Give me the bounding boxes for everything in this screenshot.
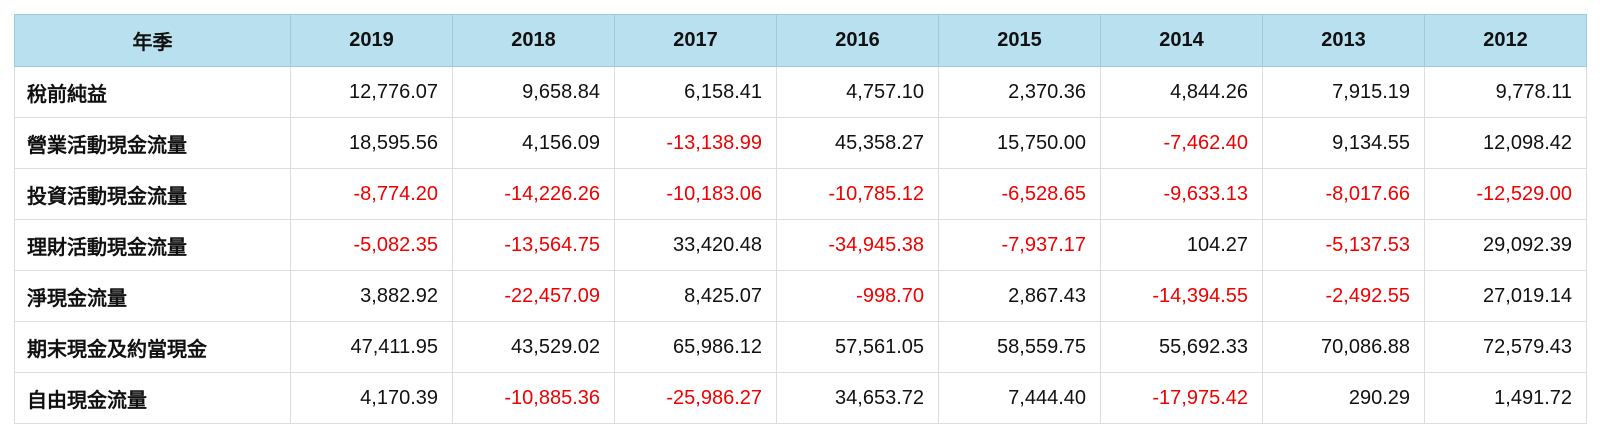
table-cell: 6,158.41 [614,66,777,118]
table-cell: 4,156.09 [452,117,615,169]
table-cell: -2,492.55 [1262,270,1425,322]
table-cell: -5,137.53 [1262,219,1425,271]
table-cell: 1,491.72 [1424,372,1587,424]
table-cell: -8,774.20 [290,168,453,220]
table-cell: -17,975.42 [1100,372,1263,424]
table-cell: 34,653.72 [776,372,939,424]
table-row: 淨現金流量 3,882.92 -22,457.09 8,425.07 -998.… [14,270,1587,322]
table-cell: 55,692.33 [1100,321,1263,373]
table-cell: -14,226.26 [452,168,615,220]
header-cell-year: 2014 [1100,14,1263,67]
table-cell: -5,082.35 [290,219,453,271]
table-cell: 4,170.39 [290,372,453,424]
row-label: 期末現金及約當現金 [14,321,291,373]
table-cell: 33,420.48 [614,219,777,271]
table-cell: 12,776.07 [290,66,453,118]
table-cell: 3,882.92 [290,270,453,322]
table-cell: 7,915.19 [1262,66,1425,118]
table-cell: -13,564.75 [452,219,615,271]
table-cell: 290.29 [1262,372,1425,424]
row-label: 理財活動現金流量 [14,219,291,271]
table-cell: -22,457.09 [452,270,615,322]
table-cell: 58,559.75 [938,321,1101,373]
table-cell: 43,529.02 [452,321,615,373]
table-row: 自由現金流量 4,170.39 -10,885.36 -25,986.27 34… [14,372,1587,424]
table-cell: 27,019.14 [1424,270,1587,322]
table-row: 投資活動現金流量 -8,774.20 -14,226.26 -10,183.06… [14,168,1587,220]
table-cell: 9,658.84 [452,66,615,118]
table-row: 稅前純益 12,776.07 9,658.84 6,158.41 4,757.1… [14,66,1587,118]
table-cell: 47,411.95 [290,321,453,373]
table-cell: 8,425.07 [614,270,777,322]
header-cell-year: 2015 [938,14,1101,67]
table-row: 理財活動現金流量 -5,082.35 -13,564.75 33,420.48 … [14,219,1587,271]
table-cell: 2,370.36 [938,66,1101,118]
table-row: 營業活動現金流量 18,595.56 4,156.09 -13,138.99 4… [14,117,1587,169]
table-cell: 12,098.42 [1424,117,1587,169]
row-label: 稅前純益 [14,66,291,118]
table-cell: 104.27 [1100,219,1263,271]
table-body: 稅前純益 12,776.07 9,658.84 6,158.41 4,757.1… [14,66,1587,424]
cash-flow-table-container: 年季 2019 2018 2017 2016 2015 2014 2013 20… [14,14,1587,424]
table-cell: 9,134.55 [1262,117,1425,169]
table-cell: -7,462.40 [1100,117,1263,169]
table-cell: 57,561.05 [776,321,939,373]
table-cell: 29,092.39 [1424,219,1587,271]
table-cell: -6,528.65 [938,168,1101,220]
table-cell: -10,885.36 [452,372,615,424]
table-cell: -34,945.38 [776,219,939,271]
table-cell: 70,086.88 [1262,321,1425,373]
table-cell: -7,937.17 [938,219,1101,271]
header-cell-year: 2017 [614,14,777,67]
table-cell: 18,595.56 [290,117,453,169]
table-cell: -10,785.12 [776,168,939,220]
table-cell: -998.70 [776,270,939,322]
table-cell: -25,986.27 [614,372,777,424]
table-cell: 45,358.27 [776,117,939,169]
table-row: 期末現金及約當現金 47,411.95 43,529.02 65,986.12 … [14,321,1587,373]
table-cell: -13,138.99 [614,117,777,169]
table-cell: 2,867.43 [938,270,1101,322]
table-header-row: 年季 2019 2018 2017 2016 2015 2014 2013 20… [14,14,1587,67]
table-cell: 4,757.10 [776,66,939,118]
table-cell: 7,444.40 [938,372,1101,424]
table-cell: 65,986.12 [614,321,777,373]
table-cell: -8,017.66 [1262,168,1425,220]
header-cell-year: 2013 [1262,14,1425,67]
row-label: 投資活動現金流量 [14,168,291,220]
table-cell: 15,750.00 [938,117,1101,169]
table-cell: 72,579.43 [1424,321,1587,373]
row-label: 淨現金流量 [14,270,291,322]
header-cell-year: 2012 [1424,14,1587,67]
header-cell-year: 2016 [776,14,939,67]
table-cell: -9,633.13 [1100,168,1263,220]
row-label: 營業活動現金流量 [14,117,291,169]
table-cell: -12,529.00 [1424,168,1587,220]
header-cell-year: 2019 [290,14,453,67]
row-label: 自由現金流量 [14,372,291,424]
table-cell: -14,394.55 [1100,270,1263,322]
table-cell: 9,778.11 [1424,66,1587,118]
header-cell-year: 2018 [452,14,615,67]
cash-flow-table: 年季 2019 2018 2017 2016 2015 2014 2013 20… [14,14,1587,424]
table-cell: 4,844.26 [1100,66,1263,118]
header-cell-period: 年季 [14,14,291,67]
table-cell: -10,183.06 [614,168,777,220]
